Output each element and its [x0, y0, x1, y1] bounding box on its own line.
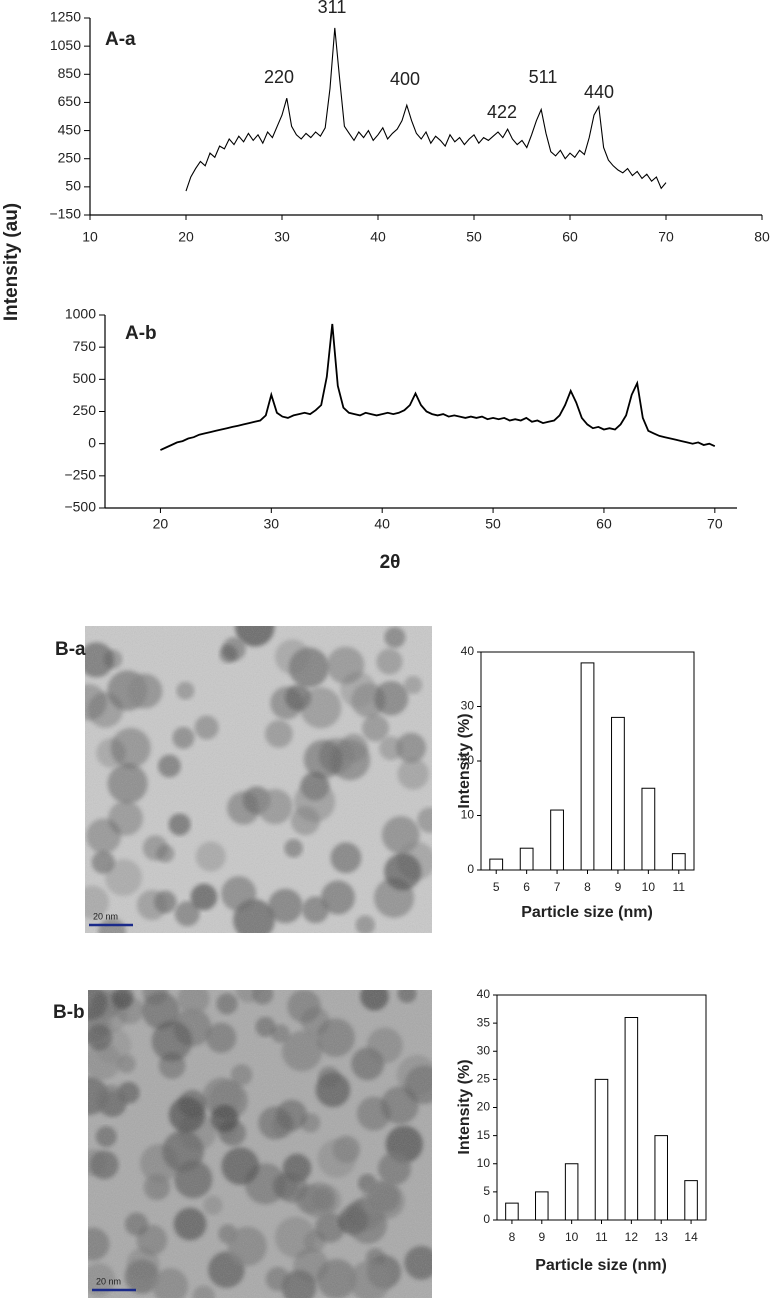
- x-tick-label: 8: [509, 1230, 516, 1244]
- x-tick-label: 13: [655, 1230, 669, 1244]
- y-tick-label: 1250: [50, 9, 81, 25]
- x-tick-label: 70: [707, 516, 723, 532]
- bar: [519, 847, 534, 871]
- scale-bar-label: 20 nm: [93, 911, 118, 921]
- x-tick-label: 10: [642, 880, 656, 894]
- y-tick-label: 20: [461, 753, 475, 767]
- bar: [594, 1078, 609, 1221]
- y-tick-label: 30: [477, 1043, 491, 1057]
- x-tick-label: 8: [584, 880, 591, 894]
- x-tick-label: 30: [274, 229, 290, 245]
- xrd-line: [185, 27, 667, 192]
- tem-image: 20 nm: [85, 626, 432, 933]
- panel-label: B-b: [53, 1002, 85, 1023]
- y-tick-label: 850: [58, 65, 82, 81]
- y-axis-label: Intensity (%): [456, 713, 473, 808]
- x-tick-label: 5: [493, 880, 500, 894]
- x-tick-label: 50: [466, 229, 482, 245]
- y-tick-label: 40: [461, 644, 475, 658]
- panel-label: A-b: [125, 323, 157, 344]
- x-tick-label: 30: [264, 516, 280, 532]
- y-tick-label: 30: [461, 699, 475, 713]
- bar: [580, 662, 595, 871]
- bar: [624, 1017, 639, 1221]
- tem-grain: [85, 626, 432, 933]
- x-axis-label: 2θ: [380, 552, 401, 573]
- x-tick-label: 6: [523, 880, 530, 894]
- bar: [611, 716, 625, 871]
- x-axis-label: Particle size (nm): [535, 1257, 667, 1274]
- x-axis-label: Particle size (nm): [521, 904, 653, 921]
- x-tick-label: 7: [554, 880, 561, 894]
- bar: [671, 853, 686, 871]
- x-tick-label: 14: [684, 1230, 698, 1244]
- y-tick-label: 25: [477, 1072, 491, 1086]
- y-tick-label: 450: [58, 121, 82, 137]
- y-tick-label: 0: [88, 434, 96, 450]
- y-tick-label: 5: [483, 1184, 490, 1198]
- y-tick-label: 50: [65, 178, 81, 194]
- peak-label: 440: [584, 82, 614, 102]
- bar: [654, 1135, 668, 1221]
- y-tick-label: 15: [477, 1128, 491, 1142]
- x-tick-label: 10: [565, 1230, 579, 1244]
- tem-content: [88, 990, 432, 1298]
- x-tick-label: 50: [485, 516, 501, 532]
- x-tick-label: 9: [538, 1230, 545, 1244]
- y-tick-label: 1050: [50, 37, 81, 53]
- x-tick-label: 40: [370, 229, 386, 245]
- x-tick-label: 10: [82, 229, 98, 245]
- peak-label: 511: [529, 67, 558, 87]
- y-tick-label: 10: [461, 808, 475, 822]
- x-tick-label: 80: [754, 229, 770, 245]
- x-tick-label: 12: [625, 1230, 639, 1244]
- x-tick-label: 60: [562, 229, 578, 245]
- peak-label: 311: [318, 0, 347, 17]
- y-tick-label: 250: [58, 149, 82, 165]
- xrd-line: [160, 323, 716, 451]
- y-tick-label: 0: [467, 862, 474, 876]
- peak-label: 220: [264, 67, 294, 87]
- y-tick-label: −150: [49, 206, 81, 222]
- peak-label: 422: [487, 102, 517, 122]
- y-tick-label: 35: [477, 1015, 491, 1029]
- y-tick-label: 0: [483, 1212, 490, 1226]
- scale-bar-label: 20 nm: [96, 1276, 121, 1286]
- x-tick-label: 20: [178, 229, 194, 245]
- y-tick-label: 20: [477, 1100, 491, 1114]
- panel-label: B-a: [55, 639, 86, 660]
- y-tick-label: 1000: [65, 306, 96, 322]
- y-tick-label: 500: [73, 370, 97, 386]
- bar: [564, 1163, 579, 1221]
- y-tick-label: 650: [58, 93, 82, 109]
- x-tick-label: 9: [615, 880, 622, 894]
- y-tick-label: 40: [477, 987, 491, 1001]
- bar: [535, 1191, 549, 1221]
- y-axis-label: Intensity (au): [1, 203, 22, 321]
- bar: [684, 1180, 698, 1221]
- tem-content: [85, 626, 432, 933]
- y-tick-label: −500: [64, 499, 96, 515]
- y-tick-label: 250: [73, 402, 97, 418]
- y-tick-label: 750: [73, 338, 97, 354]
- peak-label: 400: [390, 69, 420, 89]
- x-tick-label: 60: [596, 516, 612, 532]
- tem-grain: [88, 990, 432, 1298]
- x-tick-label: 70: [658, 229, 674, 245]
- bar: [489, 858, 504, 871]
- x-tick-label: 11: [595, 1230, 608, 1244]
- tem-image: 20 nm: [88, 990, 432, 1298]
- x-tick-label: 40: [374, 516, 390, 532]
- y-tick-label: −250: [64, 467, 96, 483]
- x-tick-label: 11: [673, 880, 686, 894]
- y-tick-label: 10: [477, 1156, 491, 1170]
- bar: [641, 787, 656, 871]
- panel-label: A-a: [105, 29, 136, 50]
- bar: [505, 1202, 519, 1221]
- bar: [550, 809, 564, 871]
- y-axis-label: Intensity (%): [456, 1059, 473, 1154]
- x-tick-label: 20: [153, 516, 169, 532]
